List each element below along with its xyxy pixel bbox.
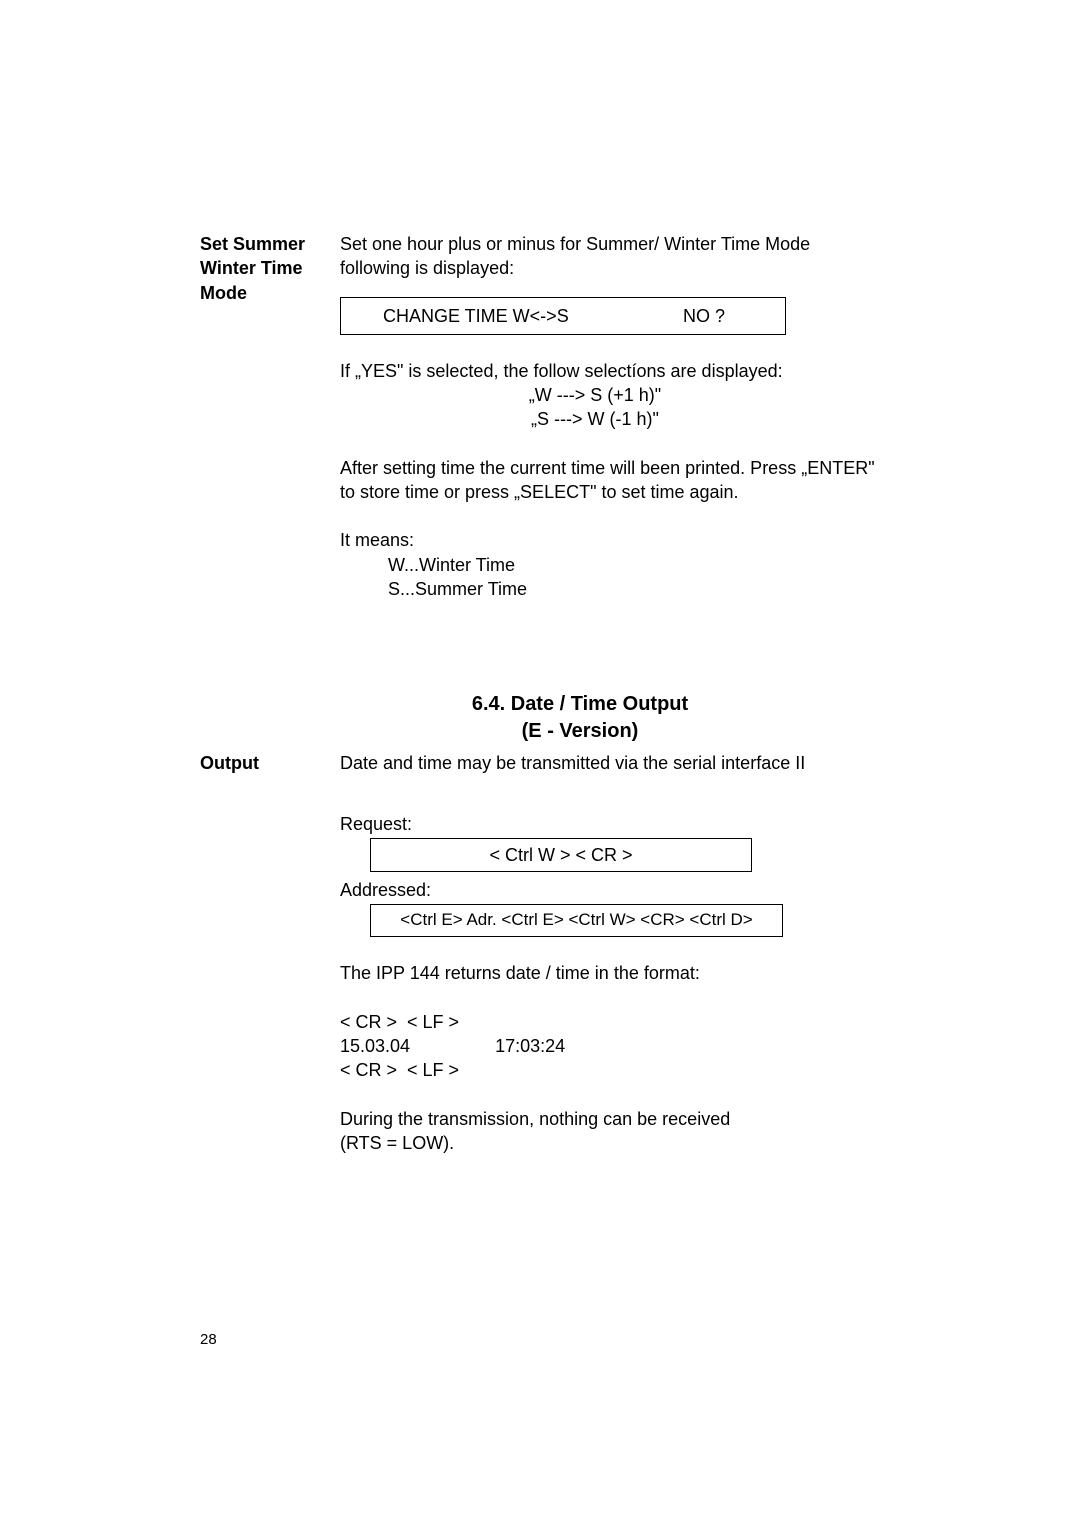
lcd-display-box: CHANGE TIME W<->S NO ? [340, 297, 786, 335]
side-label-output: Output [200, 751, 340, 775]
closing-line-1: During the transmission, nothing can be … [340, 1107, 880, 1131]
it-means-header: It means: [340, 528, 880, 552]
format-line-2: 15.03.04 17:03:24 [340, 1034, 880, 1058]
returns-line: The IPP 144 returns date / time in the f… [340, 961, 880, 985]
option-w-to-s: „W ---> S (+1 h)" [460, 383, 730, 407]
request-label: Request: [340, 812, 880, 836]
request-box: < Ctrl W > < CR > [370, 838, 752, 872]
format-line-1: < CR > < LF > [340, 1010, 880, 1034]
closing-line-2: (RTS = LOW). [340, 1131, 880, 1155]
section-title-line2: (E - Version) [280, 718, 880, 745]
yes-line: If „YES" is selected, the follow selectí… [340, 359, 880, 383]
side-label-summer-winter: Set Summer Winter Time Mode [200, 232, 340, 305]
after-setting-text: After setting time the current time will… [340, 456, 880, 505]
option-s-to-w: „S ---> W (-1 h)" [460, 407, 730, 431]
output-intro: Date and time may be transmitted via the… [340, 751, 880, 775]
means-summer: S...Summer Time [340, 577, 880, 601]
addressed-label: Addressed: [340, 878, 880, 902]
section-title-line1: 6.4. Date / Time Output [280, 691, 880, 718]
section-title: 6.4. Date / Time Output (E - Version) [280, 691, 880, 745]
intro-text-1: Set one hour plus or minus for Summer/ W… [340, 232, 880, 281]
addressed-box: <Ctrl E> Adr. <Ctrl E> <Ctrl W> <CR> <Ct… [370, 904, 783, 937]
means-winter: W...Winter Time [340, 553, 880, 577]
lcd-left: CHANGE TIME W<->S [353, 304, 683, 328]
lcd-right: NO ? [683, 304, 773, 328]
page-number: 28 [200, 1331, 217, 1348]
format-line-3: < CR > < LF > [340, 1058, 880, 1082]
